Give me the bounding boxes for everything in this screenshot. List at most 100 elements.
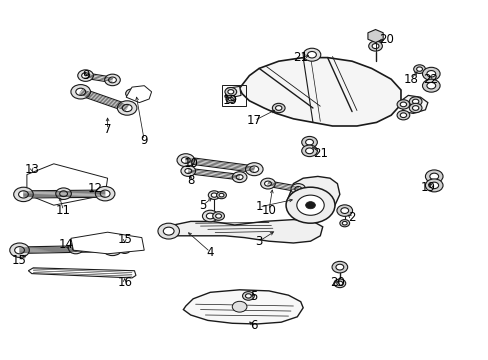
Circle shape: [303, 48, 320, 61]
Text: 2: 2: [347, 211, 355, 224]
Text: 10: 10: [261, 204, 276, 217]
Text: 5: 5: [199, 199, 206, 212]
Circle shape: [225, 95, 235, 103]
Circle shape: [422, 67, 439, 80]
Circle shape: [296, 195, 324, 215]
Polygon shape: [266, 181, 299, 192]
Text: 12: 12: [88, 183, 102, 195]
Circle shape: [81, 73, 89, 78]
Circle shape: [416, 67, 422, 71]
Circle shape: [245, 163, 263, 176]
Circle shape: [408, 103, 421, 113]
Circle shape: [340, 208, 348, 213]
Circle shape: [76, 88, 85, 95]
Circle shape: [122, 247, 127, 251]
Circle shape: [396, 111, 409, 120]
Circle shape: [184, 168, 191, 174]
Text: 5: 5: [250, 291, 258, 303]
Circle shape: [301, 145, 317, 157]
Text: 9: 9: [140, 134, 148, 147]
Circle shape: [411, 99, 418, 104]
Circle shape: [177, 154, 194, 167]
Text: 3: 3: [255, 235, 263, 248]
Polygon shape: [187, 168, 240, 180]
Text: 19: 19: [420, 181, 434, 194]
Circle shape: [100, 190, 110, 197]
Polygon shape: [27, 164, 107, 205]
Text: 16: 16: [117, 276, 132, 289]
Circle shape: [264, 181, 271, 186]
Circle shape: [411, 106, 418, 111]
Circle shape: [181, 157, 190, 163]
Text: 15: 15: [12, 255, 27, 267]
Circle shape: [15, 247, 24, 254]
Circle shape: [129, 91, 135, 96]
Circle shape: [339, 220, 349, 227]
Circle shape: [114, 239, 121, 244]
Circle shape: [294, 186, 301, 192]
Text: 4: 4: [206, 246, 214, 258]
Circle shape: [336, 281, 342, 285]
Polygon shape: [224, 86, 241, 98]
Circle shape: [125, 89, 138, 98]
Circle shape: [216, 192, 226, 199]
Circle shape: [408, 97, 421, 106]
Circle shape: [249, 166, 258, 172]
Text: 21: 21: [312, 147, 327, 159]
Circle shape: [202, 210, 218, 222]
Circle shape: [260, 178, 275, 189]
Polygon shape: [84, 73, 113, 82]
Polygon shape: [23, 190, 105, 198]
Polygon shape: [400, 95, 427, 113]
Circle shape: [413, 65, 425, 73]
Circle shape: [242, 292, 254, 300]
Polygon shape: [183, 290, 303, 324]
Circle shape: [119, 245, 130, 253]
Text: 15: 15: [117, 233, 132, 246]
Circle shape: [224, 87, 236, 96]
Circle shape: [425, 179, 442, 192]
Circle shape: [124, 241, 137, 250]
Circle shape: [102, 241, 122, 256]
Text: 9: 9: [81, 69, 89, 82]
Circle shape: [245, 294, 251, 298]
Circle shape: [426, 71, 435, 77]
Circle shape: [14, 187, 33, 202]
Circle shape: [95, 186, 115, 201]
Circle shape: [117, 101, 137, 115]
Circle shape: [371, 44, 378, 49]
Polygon shape: [71, 232, 144, 254]
Circle shape: [336, 205, 352, 216]
Text: 21: 21: [293, 51, 307, 64]
Circle shape: [128, 243, 134, 248]
Circle shape: [236, 175, 243, 180]
Polygon shape: [28, 268, 136, 278]
Circle shape: [56, 188, 71, 199]
Text: 1: 1: [255, 201, 263, 213]
Text: 17: 17: [246, 114, 261, 127]
Polygon shape: [126, 86, 151, 103]
Circle shape: [139, 95, 144, 99]
Circle shape: [181, 166, 195, 176]
Circle shape: [219, 193, 224, 197]
Circle shape: [305, 148, 313, 154]
Circle shape: [429, 182, 438, 189]
Circle shape: [215, 214, 221, 218]
Circle shape: [426, 82, 435, 89]
Circle shape: [425, 170, 442, 183]
Circle shape: [122, 104, 132, 112]
Bar: [222, 85, 245, 106]
Circle shape: [71, 85, 90, 99]
Circle shape: [290, 184, 305, 194]
Circle shape: [333, 279, 345, 288]
Circle shape: [305, 139, 313, 145]
Circle shape: [78, 70, 93, 81]
Circle shape: [227, 90, 233, 94]
Circle shape: [335, 264, 343, 270]
Circle shape: [228, 97, 233, 101]
Circle shape: [72, 246, 79, 251]
Circle shape: [272, 103, 285, 113]
Text: 22: 22: [422, 73, 437, 86]
Polygon shape: [239, 58, 400, 126]
Circle shape: [342, 221, 346, 225]
